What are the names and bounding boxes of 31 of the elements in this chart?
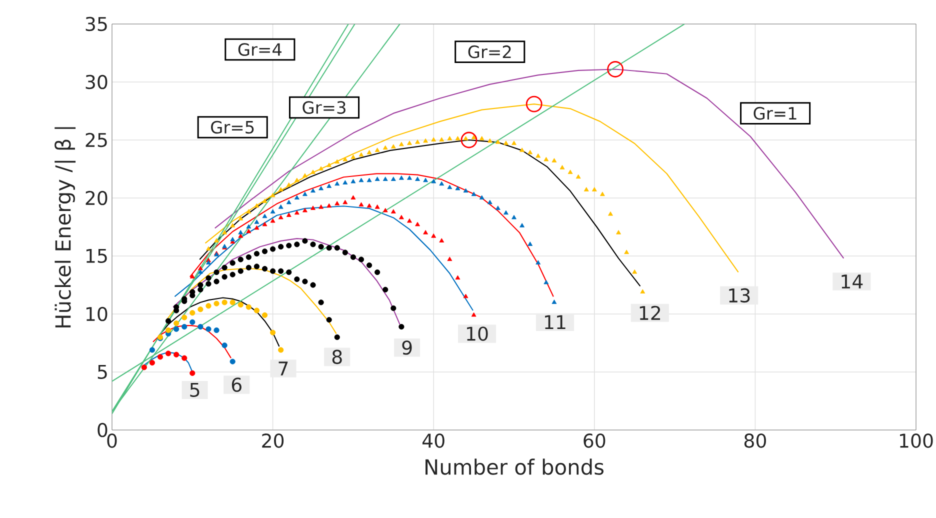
annotation: 7 — [278, 362, 288, 376]
annotation: 14 — [842, 274, 863, 288]
x-tick-label: 0 — [107, 434, 117, 448]
annotation: 8 — [332, 350, 342, 364]
annotation: Gr=4 — [238, 43, 282, 56]
y-tick-label: 5 — [98, 364, 107, 380]
y-tick-label: 20 — [86, 190, 108, 206]
x-tick-label: 20 — [262, 434, 284, 448]
annotation: Gr=2 — [468, 45, 511, 58]
annotation: 6 — [232, 378, 242, 392]
x-tick-label: 60 — [584, 434, 606, 448]
annotation: 13 — [729, 288, 750, 303]
y-axis-title: Hückel Energy /| β | — [54, 127, 76, 328]
x-tick-label: 40 — [422, 434, 444, 448]
annotation: 5 — [190, 382, 200, 398]
y-tick-label: 35 — [86, 16, 107, 32]
y-tick-label: 0 — [98, 422, 108, 438]
annotation: 10 — [467, 326, 488, 341]
annotation: 11 — [545, 315, 566, 330]
annotation: Gr=1 — [754, 106, 796, 120]
annotation: Gr=5 — [211, 120, 254, 134]
x-tick-label: 80 — [744, 434, 766, 448]
annotation: 9 — [402, 340, 412, 355]
y-tick-label: 15 — [86, 248, 107, 264]
annotation: 12 — [640, 306, 660, 320]
x-axis-title: Number of bonds — [426, 458, 604, 475]
y-tick-label: 10 — [86, 306, 108, 322]
y-tick-label: 30 — [86, 74, 108, 90]
y-tick-label: 25 — [86, 132, 107, 148]
annotation: Gr=3 — [302, 101, 346, 114]
x-tick-label: 100 — [900, 434, 933, 448]
